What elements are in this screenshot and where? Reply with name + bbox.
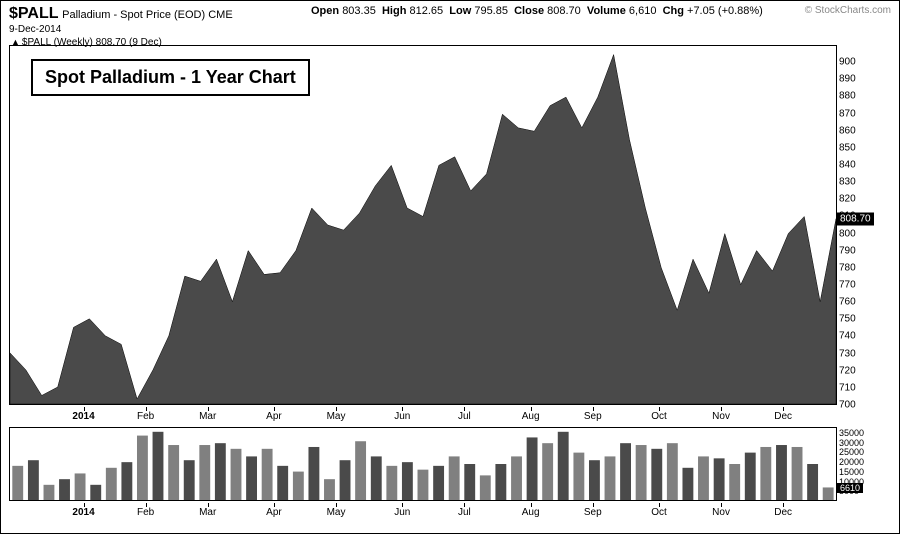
x-tick: Jul [458,411,471,422]
volume-x-axis: 2014 Feb Mar Apr May Jun Jul Aug Sep Oct Nov Dec [9,503,837,519]
x-tick: Feb [137,411,154,422]
x-tick: 2014 [72,411,94,422]
chart-date: 9-Dec-2014 [9,24,891,35]
y-tick: 860 [839,125,856,136]
x-tick: 2014 [72,507,94,518]
y-tick: 770 [839,280,856,291]
x-tick: Sep [584,507,602,518]
low-value: 795.85 [474,5,508,17]
y-tick: 780 [839,262,856,273]
open-value: 803.35 [342,5,376,17]
x-tick: Mar [199,411,216,422]
chg-label: Chg [663,5,684,17]
y-tick: 820 [839,194,856,205]
volume-svg [10,428,836,500]
price-svg [10,46,836,404]
x-tick: Jul [458,507,471,518]
x-tick: May [327,507,346,518]
y-tick: 850 [839,142,856,153]
y-tick: 730 [839,348,856,359]
y-tick: 760 [839,297,856,308]
x-tick: Mar [199,507,216,518]
high-value: 812.65 [409,5,443,17]
x-tick: Aug [522,411,540,422]
y-tick: 700 [839,400,856,411]
x-tick: Nov [712,507,730,518]
chart-title-box: Spot Palladium - 1 Year Chart [31,59,310,96]
vol-y-tick: 25000 [839,447,864,457]
x-tick: May [327,411,346,422]
volume-label: Volume [587,5,626,17]
price-y-axis: 7007107207307407507607707807908008108208… [839,45,895,405]
ohlc-bar: Open 803.35 High 812.65 Low 795.85 Close… [311,5,763,17]
y-tick: 800 [839,228,856,239]
open-label: Open [311,5,339,17]
x-tick: Oct [651,411,667,422]
y-tick: 880 [839,91,856,102]
y-tick: 890 [839,74,856,85]
y-tick: 740 [839,331,856,342]
x-tick: Sep [584,411,602,422]
x-tick: Oct [651,507,667,518]
x-tick: Jun [394,411,410,422]
vol-y-tick: 20000 [839,457,864,467]
close-value: 808.70 [547,5,581,17]
volume-badge: 6610 [837,483,863,493]
x-tick: Feb [137,507,154,518]
y-tick: 710 [839,382,856,393]
y-tick: 720 [839,365,856,376]
x-tick: Jun [394,507,410,518]
y-tick: 870 [839,108,856,119]
price-area-chart [9,45,837,405]
volume-bar-chart [9,427,837,501]
x-tick: Apr [266,411,282,422]
volume-value: 6,610 [629,5,657,17]
vol-y-tick: 35000 [839,428,864,438]
volume-y-axis: 50001000015000200002500030000350006610 [839,427,895,501]
y-tick: 900 [839,57,856,68]
x-tick: Nov [712,411,730,422]
ticker-desc: Palladium - Spot Price (EOD) CME [62,9,233,21]
low-label: Low [449,5,471,17]
x-tick: Aug [522,507,540,518]
price-badge: 808.70 [837,212,874,225]
vol-y-tick: 30000 [839,438,864,448]
y-tick: 750 [839,314,856,325]
stockcharts-watermark: © StockCharts.com [805,5,891,16]
x-tick: Dec [774,507,792,518]
price-x-axis: 2014 Feb Mar Apr May Jun Jul Aug Sep Oct Nov Dec [9,407,837,423]
x-tick: Apr [266,507,282,518]
x-tick: Dec [774,411,792,422]
high-label: High [382,5,406,17]
vol-y-tick: 15000 [839,467,864,477]
y-tick: 830 [839,177,856,188]
y-tick: 790 [839,245,856,256]
ticker-symbol: $PALL [9,5,58,22]
chg-value: +7.05 (+0.88%) [687,5,763,17]
close-label: Close [514,5,544,17]
y-tick: 840 [839,160,856,171]
